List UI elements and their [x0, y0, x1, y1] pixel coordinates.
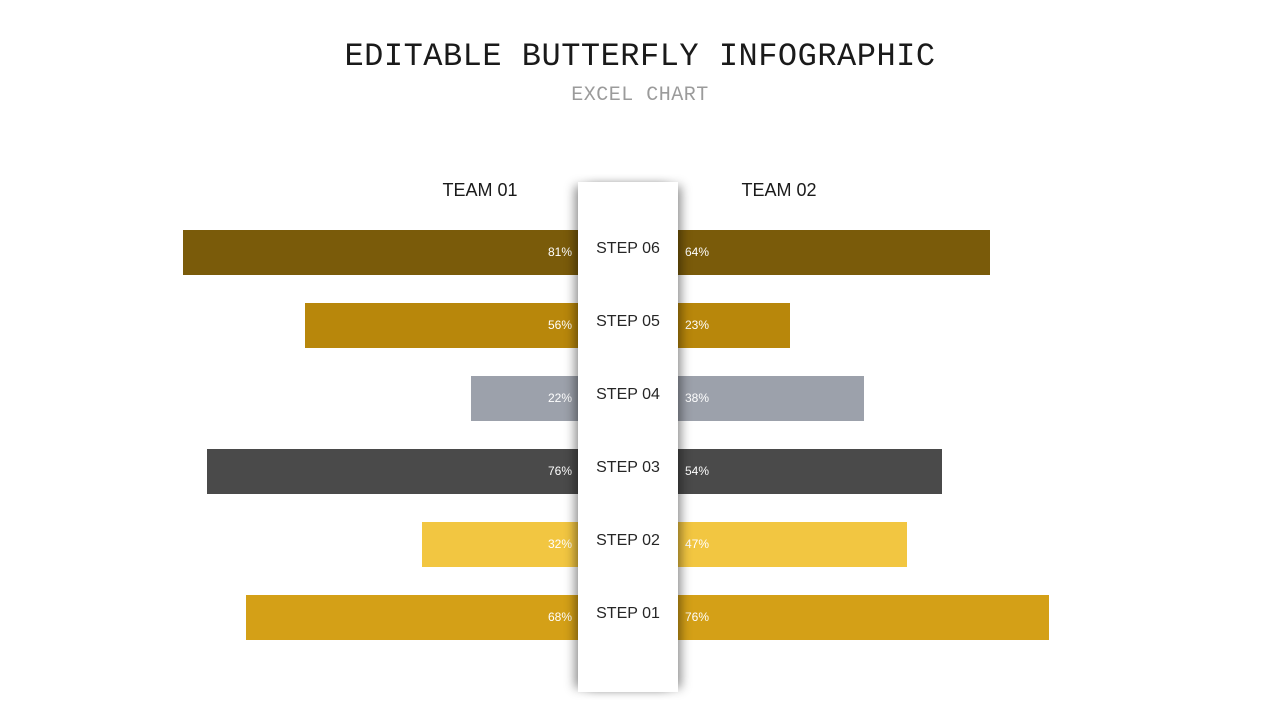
step-label-step-02: STEP 02	[596, 532, 660, 549]
label-team01-step-04: 22%	[547, 391, 572, 405]
label-team02-step-04: 38%	[685, 391, 710, 405]
label-team01-step-06: 81%	[547, 245, 572, 259]
bar-team02-step-05	[668, 303, 791, 348]
bar-team01-step-03	[207, 449, 588, 494]
step-label-step-01: STEP 01	[596, 605, 660, 622]
step-label-step-04: STEP 04	[596, 386, 660, 403]
bar-team02-step-06	[668, 230, 991, 275]
team-02-label: TEAM 02	[741, 180, 817, 200]
chart-title: EDITABLE BUTTERFLY INFOGRAPHIC	[344, 38, 936, 75]
bar-team02-step-03	[668, 449, 942, 494]
step-label-step-05: STEP 05	[596, 313, 660, 330]
label-team02-step-06: 64%	[685, 245, 710, 259]
label-team02-step-03: 54%	[685, 464, 710, 478]
bar-team01-step-06	[183, 230, 588, 275]
bar-team02-step-04	[668, 376, 864, 421]
bar-team01-step-02	[421, 522, 588, 567]
label-team01-step-05: 56%	[547, 318, 572, 332]
bar-team01-step-05	[304, 303, 588, 348]
label-team01-step-01: 68%	[547, 610, 572, 624]
label-team02-step-05: 23%	[685, 318, 710, 332]
team-01-label: TEAM 01	[442, 180, 518, 200]
chart-subtitle: EXCEL CHART	[571, 84, 709, 107]
center-step-strip	[578, 182, 678, 692]
label-team01-step-02: 32%	[547, 537, 572, 551]
label-team02-step-02: 47%	[685, 537, 710, 551]
step-label-step-03: STEP 03	[596, 459, 660, 476]
label-team02-step-01: 76%	[685, 610, 710, 624]
step-label-step-06: STEP 06	[596, 240, 660, 257]
bar-team02-step-01	[668, 595, 1049, 640]
bar-team01-step-04	[470, 376, 588, 421]
label-team01-step-03: 76%	[547, 464, 572, 478]
bar-team01-step-01	[246, 595, 588, 640]
bar-team02-step-02	[668, 522, 908, 567]
